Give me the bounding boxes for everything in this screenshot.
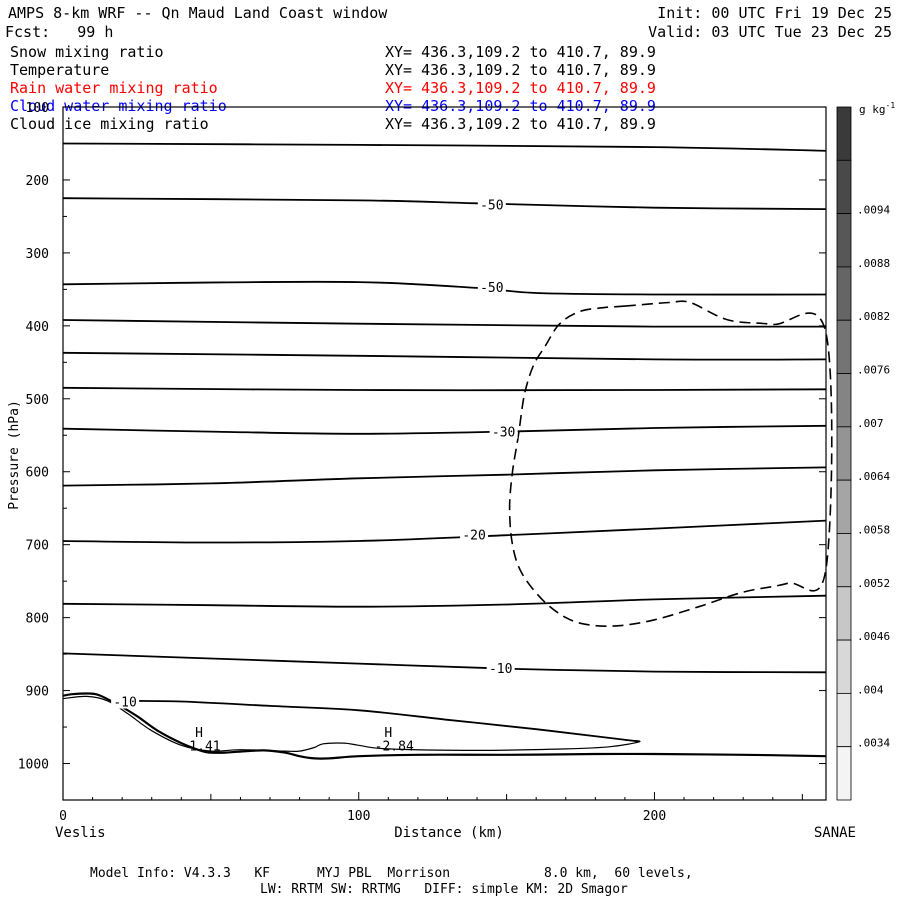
isotherm-line-5 xyxy=(62,386,827,392)
colorbar-box-8 xyxy=(836,533,852,588)
annotation-1: 1.41 xyxy=(189,739,220,754)
x-tick-label-0: 0 xyxy=(59,809,67,824)
y-tick-label-400: 400 xyxy=(26,320,49,335)
field-xy-snow: XY= 436.3,109.2 to 410.7, 89.9 xyxy=(385,43,656,61)
annotation-2: H xyxy=(384,726,392,741)
colorbar-label-6: .0058 xyxy=(857,523,890,536)
field-xy-cloud-water: XY= 436.3,109.2 to 410.7, 89.9 xyxy=(385,97,656,115)
right-endpoint-label: SANAE xyxy=(814,825,856,841)
y-tick-label-600: 600 xyxy=(26,466,49,481)
temp-label-2: -30 xyxy=(492,426,515,441)
temp-label-0: -50 xyxy=(480,199,503,214)
field-xy-temperature: XY= 436.3,109.2 to 410.7, 89.9 xyxy=(385,61,656,79)
isotherm-line-10 xyxy=(62,652,827,674)
y-tick-label-100: 100 xyxy=(26,101,49,116)
y-tick-label-1000: 1000 xyxy=(18,758,49,773)
temp-label-5: -10 xyxy=(113,696,136,711)
y-tick-label-800: 800 xyxy=(26,612,49,627)
colorbar-box-2 xyxy=(836,213,852,268)
colorbar-box-1 xyxy=(836,159,852,215)
colorbar-label-10: .0034 xyxy=(857,737,890,750)
temp-label-bg-4 xyxy=(486,660,515,675)
field-name-rain: Rain water mixing ratio xyxy=(10,79,218,97)
y-tick-label-700: 700 xyxy=(26,539,49,554)
colorbar-box-6 xyxy=(836,426,852,481)
low-level-isotherm xyxy=(122,699,640,743)
field-name-cloud-ice: Cloud ice mixing ratio xyxy=(10,115,209,133)
y-axis-label: Pressure (hPa) xyxy=(7,400,22,510)
field-name-snow: Snow mixing ratio xyxy=(10,43,164,61)
isotherm-line-2 xyxy=(62,280,827,296)
colorbar-box-5 xyxy=(836,373,852,428)
colorbar-label-9: .004 xyxy=(857,683,884,696)
chart-title: AMPS 8-km WRF -- Qn Maud Land Coast wind… xyxy=(8,4,388,22)
y-tick-label-900: 900 xyxy=(26,685,49,700)
isotherm-line-3 xyxy=(62,319,827,328)
temp-label-bg-2 xyxy=(489,424,518,439)
isotherm-line-4 xyxy=(62,351,827,361)
field-xy-rain: XY= 436.3,109.2 to 410.7, 89.9 xyxy=(385,79,656,97)
temp-label-bg-5 xyxy=(111,694,140,709)
cloud-ice-contour xyxy=(508,300,833,627)
colorbar-box-0 xyxy=(836,106,852,161)
plot-frame xyxy=(62,106,827,801)
isotherm-line-7 xyxy=(62,466,827,487)
colorbar-label-4: .007 xyxy=(857,417,884,430)
isotherm-line-8 xyxy=(62,519,827,544)
colorbar-box-10 xyxy=(836,639,852,694)
colorbar-units: g kg-1 xyxy=(859,101,895,116)
left-endpoint-label: Veslis xyxy=(55,825,106,841)
x-tick-label-100: 100 xyxy=(347,809,370,824)
init-time: Init: 00 UTC Fri 19 Dec 25 xyxy=(657,4,892,22)
field-name-temperature: Temperature xyxy=(10,61,110,79)
physics-info: LW: RRTM SW: RRTMG DIFF: simple KM: 2D S… xyxy=(260,882,628,897)
colorbar-box-7 xyxy=(836,479,852,534)
colorbar-label-3: .0076 xyxy=(857,364,890,377)
x-axis-label: Distance (km) xyxy=(394,825,504,841)
y-tick-label-300: 300 xyxy=(26,247,49,262)
annotation-0: H xyxy=(195,726,203,741)
colorbar-box-9 xyxy=(836,586,852,641)
colorbar-label-5: .0064 xyxy=(857,470,890,483)
field-xy-cloud-ice: XY= 436.3,109.2 to 410.7, 89.9 xyxy=(385,115,656,133)
colorbar-box-3 xyxy=(836,266,852,321)
colorbar-label-2: .0082 xyxy=(857,310,890,323)
colorbar-label-7: .0052 xyxy=(857,577,890,590)
terrain-inner-line xyxy=(62,695,641,753)
colorbar-label-0: .0094 xyxy=(857,204,890,217)
valid-time: Valid: 03 UTC Tue 23 Dec 25 xyxy=(648,23,892,41)
temp-label-bg-1 xyxy=(477,280,506,295)
x-tick-label-200: 200 xyxy=(643,809,666,824)
temp-label-4: -10 xyxy=(489,662,512,677)
y-tick-label-200: 200 xyxy=(26,174,49,189)
temp-label-3: -20 xyxy=(462,528,485,543)
colorbar-label-1: .0088 xyxy=(857,257,890,270)
colorbar-box-12 xyxy=(836,746,852,801)
temp-label-1: -50 xyxy=(480,281,503,296)
model-info: Model Info: V4.3.3 KF MYJ PBL Morrison 8… xyxy=(90,866,693,881)
colorbar-label-8: .0046 xyxy=(857,630,890,643)
isotherm-line-1 xyxy=(62,197,827,210)
temp-label-bg-3 xyxy=(460,527,489,542)
colorbar-box-11 xyxy=(836,692,852,748)
colorbar: .0094 .0088 .0082 .0076 .007 .0064 .0058 .0052.… xyxy=(836,101,895,801)
terrain-line xyxy=(62,692,827,760)
colorbar-box-4 xyxy=(836,319,852,374)
temp-label-bg-0 xyxy=(477,197,506,212)
field-name-cloud-water: Cloud water mixing ratio xyxy=(10,97,227,115)
chart-marks: -50-50-30-20-10-10H1.41H-2.8410020030040… xyxy=(18,101,833,824)
isotherm-line-0 xyxy=(62,142,827,152)
y-tick-label-500: 500 xyxy=(26,393,49,408)
forecast-hour: Fcst: 99 h xyxy=(5,23,114,41)
annotation-3: -2.84 xyxy=(375,739,414,754)
isotherm-line-9 xyxy=(62,594,827,608)
isotherm-line-6 xyxy=(62,424,827,435)
